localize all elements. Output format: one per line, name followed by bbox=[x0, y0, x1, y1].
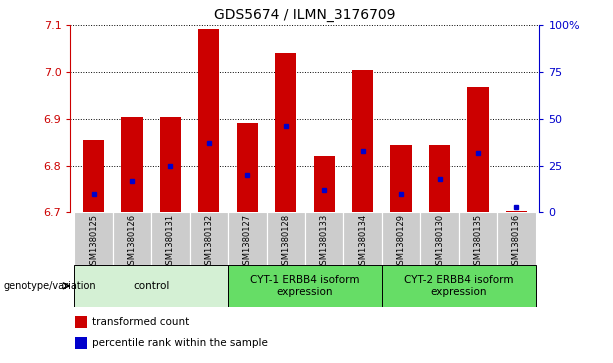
Bar bbox=[305, 212, 343, 265]
Bar bbox=[83, 140, 104, 212]
Bar bbox=[275, 53, 296, 212]
Bar bbox=[198, 29, 219, 212]
Text: GSM1380136: GSM1380136 bbox=[512, 214, 521, 270]
Bar bbox=[352, 70, 373, 212]
Title: GDS5674 / ILMN_3176709: GDS5674 / ILMN_3176709 bbox=[214, 8, 396, 22]
Bar bbox=[189, 212, 228, 265]
Bar bbox=[160, 117, 181, 212]
Text: GSM1380134: GSM1380134 bbox=[358, 214, 367, 270]
Text: transformed count: transformed count bbox=[91, 317, 189, 327]
Text: CYT-2 ERBB4 isoform
expression: CYT-2 ERBB4 isoform expression bbox=[404, 275, 514, 297]
Bar bbox=[467, 87, 489, 212]
Bar bbox=[74, 265, 228, 307]
Text: GSM1380125: GSM1380125 bbox=[89, 214, 98, 270]
Bar bbox=[75, 337, 87, 349]
Bar bbox=[75, 315, 87, 328]
Bar bbox=[228, 212, 267, 265]
Text: GSM1380135: GSM1380135 bbox=[473, 214, 482, 270]
Text: genotype/variation: genotype/variation bbox=[3, 281, 96, 291]
Bar bbox=[314, 156, 335, 212]
Bar bbox=[382, 212, 421, 265]
Text: GSM1380128: GSM1380128 bbox=[281, 214, 290, 270]
Bar bbox=[121, 117, 143, 212]
Bar bbox=[429, 144, 450, 212]
Bar bbox=[506, 211, 527, 212]
Bar bbox=[151, 212, 189, 265]
Bar bbox=[459, 212, 497, 265]
Bar bbox=[267, 212, 305, 265]
Bar bbox=[421, 212, 459, 265]
Text: CYT-1 ERBB4 isoform
expression: CYT-1 ERBB4 isoform expression bbox=[250, 275, 360, 297]
Text: GSM1380129: GSM1380129 bbox=[397, 214, 406, 270]
Text: control: control bbox=[133, 281, 169, 291]
Text: GSM1380127: GSM1380127 bbox=[243, 214, 252, 270]
Bar bbox=[228, 265, 382, 307]
Bar bbox=[497, 212, 536, 265]
Bar bbox=[390, 144, 412, 212]
Bar bbox=[382, 265, 536, 307]
Text: GSM1380133: GSM1380133 bbox=[320, 214, 329, 270]
Bar bbox=[74, 212, 113, 265]
Text: GSM1380132: GSM1380132 bbox=[204, 214, 213, 270]
Bar bbox=[343, 212, 382, 265]
Text: GSM1380131: GSM1380131 bbox=[166, 214, 175, 270]
Bar bbox=[237, 123, 258, 212]
Bar bbox=[113, 212, 151, 265]
Text: percentile rank within the sample: percentile rank within the sample bbox=[91, 338, 267, 348]
Text: GSM1380126: GSM1380126 bbox=[128, 214, 137, 270]
Text: GSM1380130: GSM1380130 bbox=[435, 214, 444, 270]
